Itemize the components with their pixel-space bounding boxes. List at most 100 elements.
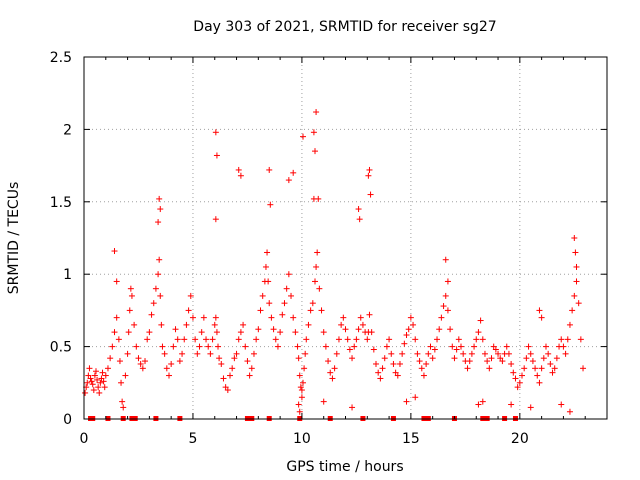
- data-point: [115, 336, 122, 343]
- data-point: [92, 368, 99, 375]
- data-point: [577, 336, 584, 343]
- data-point: [320, 398, 327, 405]
- data-point: [295, 355, 302, 362]
- data-point: [505, 350, 512, 357]
- data-point: [224, 387, 231, 394]
- data-point: [499, 358, 506, 365]
- data-point: [510, 369, 517, 376]
- data-point: [468, 350, 475, 357]
- data-point: [146, 329, 153, 336]
- y-tick-label: 2: [63, 122, 72, 138]
- data-point: [300, 133, 307, 140]
- data-point: [475, 401, 482, 408]
- data-point: [90, 387, 97, 394]
- data-point: [479, 398, 486, 405]
- data-point: [185, 307, 192, 314]
- data-point: [265, 278, 272, 285]
- data-point: [320, 329, 327, 336]
- data-point: [335, 336, 342, 343]
- data-point: [235, 166, 242, 173]
- data-point: [200, 314, 207, 321]
- data-point: [148, 311, 155, 318]
- data-point: [122, 372, 129, 379]
- data-point: [109, 343, 116, 350]
- grid-lines: [84, 57, 607, 419]
- data-point: [542, 343, 549, 350]
- data-point: [329, 375, 336, 382]
- data-point: [580, 365, 587, 372]
- y-tick-label: 2.5: [50, 50, 72, 66]
- data-point: [187, 292, 194, 299]
- data-point: [481, 350, 488, 357]
- data-point: [547, 360, 554, 367]
- data-point: [314, 249, 321, 256]
- data-point: [355, 206, 362, 213]
- data-point: [300, 379, 307, 386]
- data-point: [495, 350, 502, 357]
- y-tick-label: 0.5: [50, 340, 72, 356]
- data-point: [412, 394, 419, 401]
- data-point: [486, 365, 493, 372]
- data-point: [158, 321, 165, 328]
- data-point: [351, 343, 358, 350]
- data-point: [325, 358, 332, 365]
- data-point: [157, 292, 164, 299]
- data-point: [91, 372, 98, 379]
- data-point: [349, 355, 356, 362]
- data-point: [87, 375, 94, 382]
- data-point: [144, 336, 151, 343]
- chart-title: Day 303 of 2021, SRMTID for receiver sg2…: [193, 19, 496, 35]
- data-point: [257, 307, 264, 314]
- data-point: [288, 292, 295, 299]
- data-point: [183, 321, 190, 328]
- data-point: [165, 372, 172, 379]
- data-point: [142, 358, 149, 365]
- data-point: [86, 365, 93, 372]
- data-point: [307, 307, 314, 314]
- data-point: [534, 372, 541, 379]
- data-point: [207, 350, 214, 357]
- data-point: [438, 314, 445, 321]
- data-point: [512, 375, 519, 382]
- data-point: [88, 378, 95, 385]
- data-point: [272, 336, 279, 343]
- data-point: [290, 169, 297, 176]
- data-point: [270, 326, 277, 333]
- data-point: [298, 387, 305, 394]
- data-point: [447, 326, 454, 333]
- data-point: [449, 343, 456, 350]
- data-point: [327, 369, 334, 376]
- data-point: [127, 285, 134, 292]
- data-point: [532, 365, 539, 372]
- data-point: [473, 336, 480, 343]
- data-point: [101, 384, 108, 391]
- data-point: [356, 216, 363, 223]
- data-point: [514, 384, 521, 391]
- data-point: [97, 379, 104, 386]
- data-point: [373, 360, 380, 367]
- data-point: [212, 314, 219, 321]
- data-point: [96, 389, 103, 396]
- data-point: [566, 321, 573, 328]
- data-point: [102, 372, 109, 379]
- data-point: [126, 307, 133, 314]
- data-point: [357, 314, 364, 321]
- data-point: [508, 360, 515, 367]
- data-point: [488, 355, 495, 362]
- data-point: [240, 321, 247, 328]
- data-point: [464, 365, 471, 372]
- data-point: [492, 346, 499, 353]
- data-point: [82, 389, 89, 396]
- data-point: [313, 109, 320, 116]
- axis-tick-labels: 0 5 10 15 20 0 0.5 1 1.5 2 2.5: [50, 50, 529, 447]
- data-point: [203, 336, 210, 343]
- data-point: [549, 369, 556, 376]
- data-point: [396, 360, 403, 367]
- data-point: [313, 263, 320, 270]
- data-point: [120, 404, 127, 411]
- data-point: [573, 278, 580, 285]
- data-point: [163, 365, 170, 372]
- data-point: [442, 292, 449, 299]
- data-point: [189, 314, 196, 321]
- data-point: [290, 314, 297, 321]
